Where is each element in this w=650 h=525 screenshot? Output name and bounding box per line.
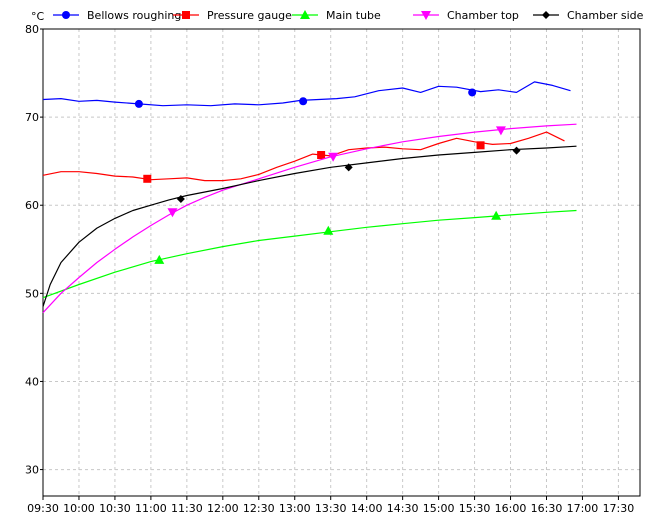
series-marker-chamber-top-0 xyxy=(167,208,178,218)
plot-frame xyxy=(42,28,641,497)
y-unit-label: °C xyxy=(31,10,45,23)
series-marker-chamber-side-2 xyxy=(512,146,521,155)
x-tick-label-16:00: 16:00 xyxy=(495,502,527,515)
x-tick-label-14:30: 14:30 xyxy=(387,502,419,515)
x-tick-label-14:00: 14:00 xyxy=(351,502,383,515)
x-tick-label-17:00: 17:00 xyxy=(567,502,599,515)
series-chamber-side xyxy=(42,145,577,307)
legend-label-bellows-roughing: Bellows roughing xyxy=(87,9,181,22)
legend-marker-pressure-gauge xyxy=(182,11,190,19)
legend-marker-main-tube xyxy=(300,10,310,19)
legend-marker-chamber-side xyxy=(542,11,550,19)
legend-marker-bellows-roughing xyxy=(62,11,70,19)
y-tick-label-40: 40 xyxy=(25,375,39,388)
series-line-bellows-roughing xyxy=(42,81,571,107)
legend-label-chamber-top: Chamber top xyxy=(447,9,519,22)
series-line-pressure-gauge xyxy=(42,131,565,182)
series-line-chamber-top xyxy=(42,123,577,314)
y-tick-label-80: 80 xyxy=(25,23,39,36)
series-marker-pressure-gauge-2 xyxy=(476,141,485,150)
series-marker-main-tube-1 xyxy=(323,225,334,235)
x-tick-label-12:30: 12:30 xyxy=(243,502,275,515)
x-tick-label-09:30: 09:30 xyxy=(27,502,59,515)
series-marker-bellows-roughing-1 xyxy=(299,97,308,106)
series-marker-chamber-side-1 xyxy=(344,163,353,172)
y-tick-label-30: 30 xyxy=(25,464,39,477)
x-tick-label-17:30: 17:30 xyxy=(603,502,635,515)
gridlines xyxy=(43,29,640,496)
x-tick-label-11:30: 11:30 xyxy=(171,502,203,515)
legend-label-main-tube: Main tube xyxy=(326,9,381,22)
legend-label-pressure-gauge: Pressure gauge xyxy=(207,9,292,22)
x-tick-label-15:00: 15:00 xyxy=(423,502,455,515)
series-chamber-top xyxy=(42,123,577,314)
series-main-tube xyxy=(42,209,577,299)
legend-label-chamber-side: Chamber side xyxy=(567,9,644,22)
legend-marker-chamber-top xyxy=(421,11,431,20)
axes: 30 40 50 60 70 80 09:30 10:00 10:30 11:00 11:30 12:… xyxy=(25,23,634,515)
y-tick-label-50: 50 xyxy=(25,287,39,300)
x-tick-label-16:30: 16:30 xyxy=(531,502,563,515)
series-marker-chamber-top-1 xyxy=(328,152,339,162)
series-marker-pressure-gauge-1 xyxy=(317,151,326,160)
y-tick-label-70: 70 xyxy=(25,111,39,124)
legend: Bellows roughing Pressure gauge Main tube C… xyxy=(53,9,644,22)
series-marker-chamber-top-2 xyxy=(495,126,506,136)
series-line-main-tube xyxy=(42,209,577,299)
x-tick-label-10:00: 10:00 xyxy=(63,502,95,515)
x-tick-label-15:30: 15:30 xyxy=(459,502,491,515)
y-tick-label-60: 60 xyxy=(25,199,39,212)
x-tick-label-13:00: 13:00 xyxy=(279,502,311,515)
series xyxy=(42,81,577,314)
series-marker-chamber-side-0 xyxy=(176,195,185,204)
x-tick-label-10:30: 10:30 xyxy=(99,502,131,515)
x-tick-label-11:00: 11:00 xyxy=(135,502,167,515)
series-bellows-roughing xyxy=(42,81,571,108)
series-marker-main-tube-0 xyxy=(154,254,165,264)
x-tick-label-13:30: 13:30 xyxy=(315,502,347,515)
series-line-chamber-side xyxy=(42,145,577,307)
series-marker-main-tube-2 xyxy=(491,210,502,220)
x-tick-label-12:00: 12:00 xyxy=(207,502,239,515)
series-marker-bellows-roughing-0 xyxy=(134,99,143,108)
series-marker-pressure-gauge-0 xyxy=(143,174,152,183)
series-marker-bellows-roughing-2 xyxy=(468,88,477,97)
series-pressure-gauge xyxy=(42,131,565,183)
